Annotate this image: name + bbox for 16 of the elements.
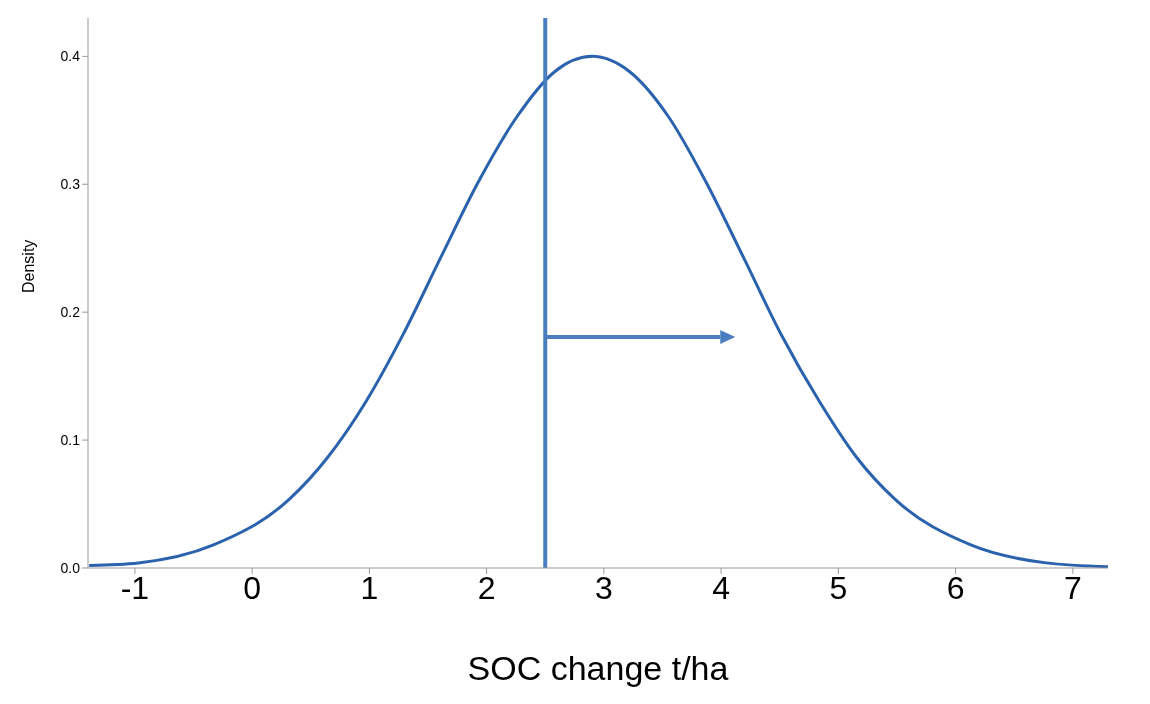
x-tick-label: 2 <box>477 569 496 606</box>
x-tick-label: -1 <box>120 569 150 606</box>
x-tick-label: 5 <box>829 569 848 606</box>
x-tick-label: 0 <box>243 569 262 606</box>
y-tick-label: 0.2 <box>60 304 81 321</box>
x-tick-label: 1 <box>360 569 379 606</box>
y-tick-label: 0.0 <box>60 559 81 576</box>
x-tick-label: 4 <box>712 569 730 606</box>
x-axis-title: SOC change t/ha <box>467 649 729 687</box>
x-tick-label: 3 <box>594 569 613 606</box>
y-tick-label: 0.3 <box>60 176 81 193</box>
y-axis-title: Density <box>19 239 37 293</box>
x-tick-label: 6 <box>946 569 965 606</box>
y-tick-label: 0.4 <box>60 48 81 65</box>
x-tick-label: 7 <box>1063 569 1082 606</box>
y-tick-label: 0.1 <box>60 432 81 449</box>
